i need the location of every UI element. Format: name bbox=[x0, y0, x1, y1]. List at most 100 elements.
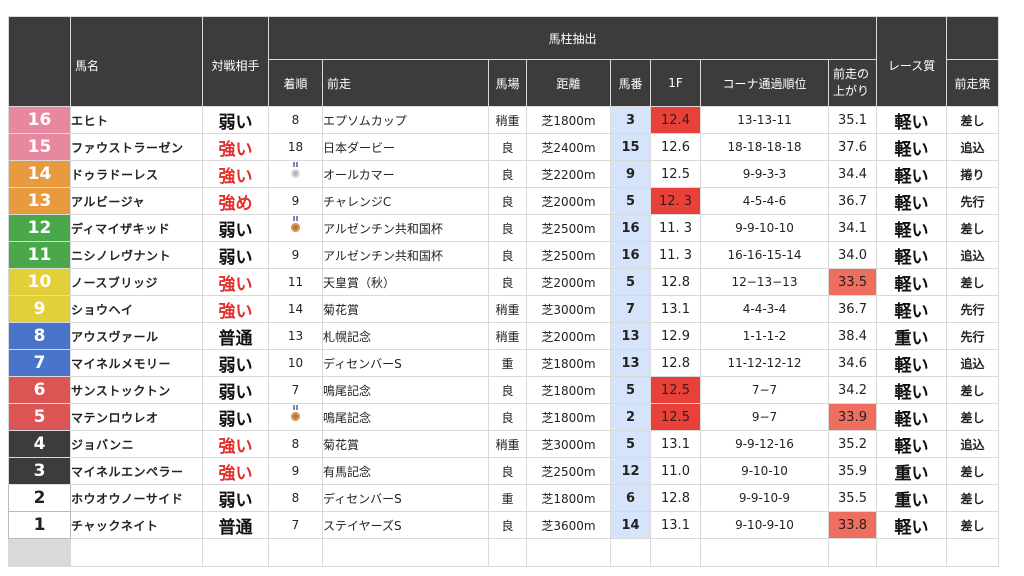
horse-number: 8 bbox=[8, 322, 71, 350]
empty-cell bbox=[488, 538, 527, 567]
track-condition: 重 bbox=[488, 484, 527, 512]
empty-cell bbox=[827, 538, 878, 567]
horse-number: 16 bbox=[8, 106, 71, 134]
header-gate: 馬番 bbox=[610, 59, 651, 107]
track-condition: 稍重 bbox=[488, 430, 527, 458]
header-blank bbox=[8, 16, 71, 107]
first-furlong: 12.8 bbox=[650, 349, 701, 377]
first-furlong: 13.1 bbox=[650, 511, 701, 539]
silver-medal-icon bbox=[291, 169, 300, 178]
corner-positions: 9-9-10-9 bbox=[700, 484, 829, 512]
track-condition: 良 bbox=[488, 268, 527, 296]
bronze-medal-icon bbox=[291, 223, 300, 232]
last-3f-time: 35.1 bbox=[827, 106, 878, 134]
empty-cell bbox=[946, 538, 1000, 567]
previous-race: 日本ダービー bbox=[322, 133, 489, 161]
header-prev-race: 前走 bbox=[322, 59, 489, 107]
finish-position bbox=[268, 160, 323, 188]
finish-position: 14 bbox=[268, 295, 323, 323]
horse-name: マイネルメモリー bbox=[70, 349, 203, 377]
first-furlong: 12.8 bbox=[650, 484, 701, 512]
gate-number: 2 bbox=[610, 403, 651, 431]
horse-name: ニシノレヴナント bbox=[70, 241, 203, 269]
corner-positions: 9−7 bbox=[700, 403, 829, 431]
last-3f-time: 38.4 bbox=[827, 322, 878, 350]
opponent-strength: 弱い bbox=[202, 106, 269, 134]
empty-cell bbox=[322, 538, 489, 567]
bronze-medal-icon bbox=[291, 412, 300, 421]
opponent-strength: 強い bbox=[202, 133, 269, 161]
horse-name: ジョバンニ bbox=[70, 430, 203, 458]
gate-number: 16 bbox=[610, 214, 651, 242]
horse-number: 10 bbox=[8, 268, 71, 296]
track-condition: 良 bbox=[488, 160, 527, 188]
horse-name: マテンロウレオ bbox=[70, 403, 203, 431]
table-row: 15 ファウストラーゼン 強い 18 日本ダービー良芝2400m 15 12.6 18-18-… bbox=[8, 133, 1000, 161]
opponent-strength: 弱い bbox=[202, 484, 269, 512]
horse-number: 14 bbox=[8, 160, 71, 188]
race-quality: 軽い bbox=[876, 403, 948, 431]
first-furlong: 12.8 bbox=[650, 268, 701, 296]
horse-name: ドゥラドーレス bbox=[70, 160, 203, 188]
race-quality: 重い bbox=[876, 484, 948, 512]
empty-cell bbox=[202, 538, 269, 567]
previous-race: 天皇賞（秋） bbox=[322, 268, 489, 296]
race-distance: 芝2500m bbox=[526, 241, 611, 269]
race-distance: 芝1800m bbox=[526, 484, 611, 512]
table-row: 6 サンストックトン 弱い 7 鳴尾記念良芝1800m 5 12.5 7−7 34.2 軽い 差し bbox=[8, 376, 1000, 404]
table-row: 8 アウスヴァール 普通 13 札幌記念 稍重 芝2000m 13 12.9 1-1-1-2 38.… bbox=[8, 322, 1000, 350]
header-race-quality: レース質 bbox=[876, 16, 948, 107]
horse-number: 2 bbox=[8, 484, 71, 512]
header-distance: 距離 bbox=[526, 59, 611, 107]
finish-position bbox=[268, 403, 323, 431]
opponent-strength: 強い bbox=[202, 295, 269, 323]
horse-table: 馬名 対戦相手 馬柱抽出 レース質 着順 前走 馬場 距離 馬番 1F コーナ通… bbox=[8, 16, 1000, 567]
previous-race: 札幌記念 bbox=[322, 322, 489, 350]
horse-name: アルビージャ bbox=[70, 187, 203, 215]
gate-number: 13 bbox=[610, 322, 651, 350]
first-furlong: 12.9 bbox=[650, 322, 701, 350]
opponent-strength: 弱い bbox=[202, 241, 269, 269]
header-first-furlong: 1F bbox=[650, 59, 701, 107]
corner-positions: 11-12-12-12 bbox=[700, 349, 829, 377]
horse-number: 6 bbox=[8, 376, 71, 404]
race-distance: 芝2000m bbox=[526, 322, 611, 350]
table-row: 10 ノースブリッジ 強い 11 天皇賞（秋）良芝2000m 5 12.8 12−13−13 3… bbox=[8, 268, 1000, 296]
first-furlong: 12.5 bbox=[650, 403, 701, 431]
last-3f-time: 35.2 bbox=[827, 430, 878, 458]
horse-number: 15 bbox=[8, 133, 71, 161]
header-last-up: 前走の 上がり bbox=[827, 59, 878, 107]
first-furlong: 11. 3 bbox=[650, 241, 701, 269]
last-3f-time: 36.7 bbox=[827, 295, 878, 323]
finish-position: 7 bbox=[268, 376, 323, 404]
horse-name: サンストックトン bbox=[70, 376, 203, 404]
gate-number: 5 bbox=[610, 187, 651, 215]
previous-tactic: 追込 bbox=[946, 349, 1000, 377]
opponent-strength: 強い bbox=[202, 160, 269, 188]
last-3f-time: 34.1 bbox=[827, 214, 878, 242]
previous-race: チャレンジC bbox=[322, 187, 489, 215]
race-quality: 重い bbox=[876, 322, 948, 350]
previous-race: ディセンバーS bbox=[322, 349, 489, 377]
previous-tactic: 先行 bbox=[946, 322, 1000, 350]
race-distance: 芝2500m bbox=[526, 214, 611, 242]
horse-number: 12 bbox=[8, 214, 71, 242]
last-3f-time: 34.0 bbox=[827, 241, 878, 269]
gate-number: 13 bbox=[610, 349, 651, 377]
first-furlong: 11. 3 bbox=[650, 214, 701, 242]
empty-cell bbox=[610, 538, 651, 567]
previous-tactic: 追込 bbox=[946, 241, 1000, 269]
horse-number: 4 bbox=[8, 430, 71, 458]
last-3f-time: 33.9 bbox=[827, 403, 878, 431]
header-corner: コーナ通過順位 bbox=[700, 59, 829, 107]
horse-number: 1 bbox=[8, 511, 71, 539]
gate-number: 5 bbox=[610, 430, 651, 458]
race-distance: 芝2200m bbox=[526, 160, 611, 188]
opponent-strength: 普通 bbox=[202, 322, 269, 350]
first-furlong: 12.4 bbox=[650, 106, 701, 134]
track-condition: 重 bbox=[488, 349, 527, 377]
finish-position bbox=[268, 214, 323, 242]
corner-positions: 4-5-4-6 bbox=[700, 187, 829, 215]
finish-position: 18 bbox=[268, 133, 323, 161]
corner-positions: 12−13−13 bbox=[700, 268, 829, 296]
